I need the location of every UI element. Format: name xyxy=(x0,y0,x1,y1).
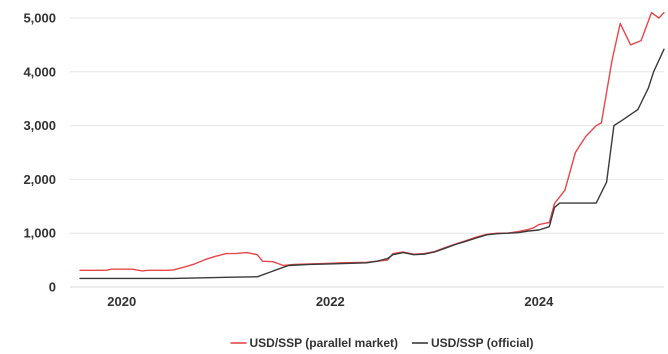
legend: USD/SSP (parallel market) USD/SSP (offici… xyxy=(230,336,533,350)
legend-item-parallel-market: USD/SSP (parallel market) xyxy=(230,336,399,350)
series-lines xyxy=(79,11,665,280)
series-line-official xyxy=(79,48,665,280)
legend-label: USD/SSP (parallel market) xyxy=(250,336,399,350)
gridlines xyxy=(70,17,664,234)
y-tick-label: 1,000 xyxy=(23,226,56,241)
x-tick-label: 2020 xyxy=(107,294,136,309)
series-line-parallel-market xyxy=(79,11,665,272)
y-tick-label: 5,000 xyxy=(23,11,56,26)
x-axis-ticks: 2020 2022 2024 xyxy=(107,294,554,309)
x-tick-label: 2022 xyxy=(316,294,345,309)
y-tick-label: 2,000 xyxy=(23,172,56,187)
y-tick-label: 3,000 xyxy=(23,118,56,133)
legend-item-official: USD/SSP (official) xyxy=(412,336,533,350)
y-tick-label: 4,000 xyxy=(23,64,56,79)
x-tick-label: 2024 xyxy=(524,294,554,309)
legend-label: USD/SSP (official) xyxy=(431,336,533,350)
y-axis-ticks: 0 1,000 2,000 3,000 4,000 5,000 xyxy=(23,11,56,295)
y-tick-label: 0 xyxy=(49,280,56,295)
